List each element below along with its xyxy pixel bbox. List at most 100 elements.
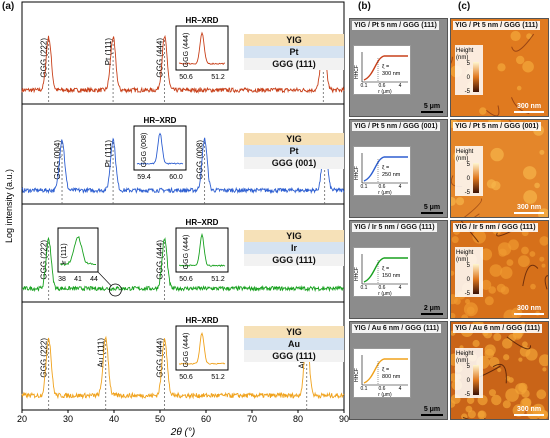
inset-tick-label: 38 [58, 276, 66, 283]
zoom-connector [97, 271, 112, 287]
inset-tick-label: 41 [74, 276, 82, 283]
hhcf-tick-label: 0.6 [379, 184, 386, 190]
x-tick-label: 90 [339, 414, 349, 424]
afm-grain [502, 400, 511, 409]
height-legend: Height (nm) 5 0 -5 [455, 247, 483, 297]
stack-layer-mid: Ir [244, 242, 344, 254]
xrd-trace-1 [21, 34, 345, 94]
afm-grain [461, 314, 469, 318]
afm-grain [497, 63, 506, 72]
xi-label: ξ = [382, 266, 389, 272]
afm-grain [491, 181, 501, 191]
hhcf-tick-label: 0.1 [361, 184, 368, 190]
inset-trace [178, 332, 226, 365]
legend-unit: (nm) [456, 156, 468, 162]
hhcf-inset: HHCF ξ =300 nm 0.1 0.6 4 r (μm) [353, 45, 411, 95]
afm-grain [521, 246, 529, 255]
afm-grain [465, 299, 470, 304]
hhcf-tick-label: 0.6 [379, 386, 386, 392]
inset-tick-label: 44 [90, 276, 98, 283]
peak-label: GGG (444) [156, 240, 165, 280]
afm-grain [541, 263, 546, 268]
afm-title: YIG / Pt 5 nm / GGG (111) [453, 21, 540, 30]
afm-grain [523, 190, 538, 204]
panel-label-a: (a) [2, 1, 15, 12]
scale-bar-label: 5 μm [423, 103, 441, 110]
afm-grain [484, 348, 495, 359]
hr-xrd-inset: HR–XRD GGG (444) 50.6 51.2 [175, 218, 229, 283]
afm-grain [480, 248, 493, 261]
inset-title: HR–XRD [186, 16, 219, 25]
hhcf-tick-label: 4 [399, 285, 402, 291]
afm-grain-boundary [522, 264, 539, 287]
afm-grain [497, 367, 502, 373]
y-axis-title: Log intensity (a.u.) [4, 169, 14, 243]
afm-grain [477, 410, 487, 419]
sample-stack-1: YIG Pt GGG (111) [244, 34, 344, 70]
hhcf-curve [363, 55, 408, 81]
stack-layer-substrate: GGG (111) [244, 350, 344, 362]
peak-label: GGG (008) [196, 140, 205, 180]
scale-bar: 300 nm [514, 204, 544, 214]
hhcf-tick-label: 0.1 [361, 386, 368, 392]
afm-image-4: YIG / Au 6 nm / GGG (111) Height (nm) 5 0 -5… [450, 321, 549, 420]
afm-grain [516, 55, 525, 65]
legend-title: Height [456, 149, 474, 155]
hhcf-inset: HHCF ξ =150 nm 0.1 0.6 4 r (μm) [353, 247, 411, 297]
afm-grain-boundary [511, 33, 535, 52]
afm-image-1: YIG / Pt 5 nm / GGG (111) Height (nm) 5 0 -5… [450, 18, 549, 117]
hhcf-curve [363, 156, 408, 182]
afm-grain [538, 354, 548, 367]
peak-label: Au (111) [97, 338, 106, 368]
height-legend: Height (nm) 5 0 -5 [455, 45, 483, 95]
inset-trace [136, 132, 184, 165]
afm-grain [472, 230, 486, 244]
sem-image-3: YIG / Ir 5 nm / GGG (111) HHCF ξ = 150 nm 0… [349, 220, 448, 319]
afm-grain [529, 251, 536, 257]
afm-grain-boundary [544, 275, 548, 290]
hhcf-tick-label: 0.6 [379, 83, 386, 89]
x-tick-label: 30 [63, 414, 73, 424]
hhcf-inset: HHCF ξ =800 nm 0.1 0.6 4 r (μm) [353, 348, 411, 398]
hr-xrd-inset: HR–XRD GGG (444) 50.6 51.2 [175, 16, 229, 81]
hhcf-tick-label: 0.1 [361, 285, 368, 291]
legend-tick-label: 0 [467, 378, 471, 384]
sample-stack-4: YIG Au GGG (111) [244, 326, 344, 362]
afm-grain [522, 341, 528, 348]
x-tick-label: 70 [247, 414, 257, 424]
peak-label: GGG (004) [53, 140, 62, 180]
scale-bar: 5 μm [421, 406, 443, 416]
stack-layer-substrate: GGG (001) [244, 157, 344, 169]
sample-stack-3: YIG Ir GGG (111) [244, 230, 344, 266]
afm-grain [503, 354, 510, 361]
afm-grain [493, 333, 502, 341]
inset-trace [178, 232, 226, 268]
scale-bar: 300 nm [514, 305, 544, 315]
afm-grain [521, 389, 530, 398]
afm-grain [491, 394, 502, 406]
inset-peak-label: GGG (444) [183, 333, 190, 368]
afm-grain [522, 60, 534, 73]
legend-tick-label: 5 [467, 263, 471, 269]
legend-colorbar [473, 264, 479, 294]
hhcf-x-label: r (μm) [378, 392, 392, 398]
hhcf-x-label: r (μm) [378, 190, 392, 196]
peak-label: GGG (222) [40, 240, 49, 280]
afm-grain-boundary [511, 97, 530, 115]
x-tick-label: 60 [201, 414, 211, 424]
afm-grain-boundary [486, 105, 500, 116]
afm-grain [506, 259, 514, 266]
panel-label-c: (c) [458, 1, 471, 12]
sem-title: YIG / Pt 5 nm / GGG (001) [352, 122, 440, 131]
afm-grain [532, 403, 545, 417]
xrd-chart: 20 30 40 50 60 70 80 90 2θ (°) Log intensity (a.u… [4, 1, 349, 438]
sem-image-2: YIG / Pt 5 nm / GGG (001) HHCF ξ = 250 nm 0… [349, 119, 448, 218]
inset-trace [178, 31, 226, 65]
stack-layer-mid: Pt [244, 46, 344, 58]
xrd-trace-2 [21, 137, 345, 195]
hhcf-y-label: HHCF [354, 368, 360, 382]
inset-title: HR–XRD [144, 116, 177, 125]
peak-label: GGG (444) [156, 38, 165, 78]
height-legend: Height (nm) 5 0 -5 [455, 146, 483, 196]
inset-peak-label: GGG (008) [141, 133, 148, 168]
